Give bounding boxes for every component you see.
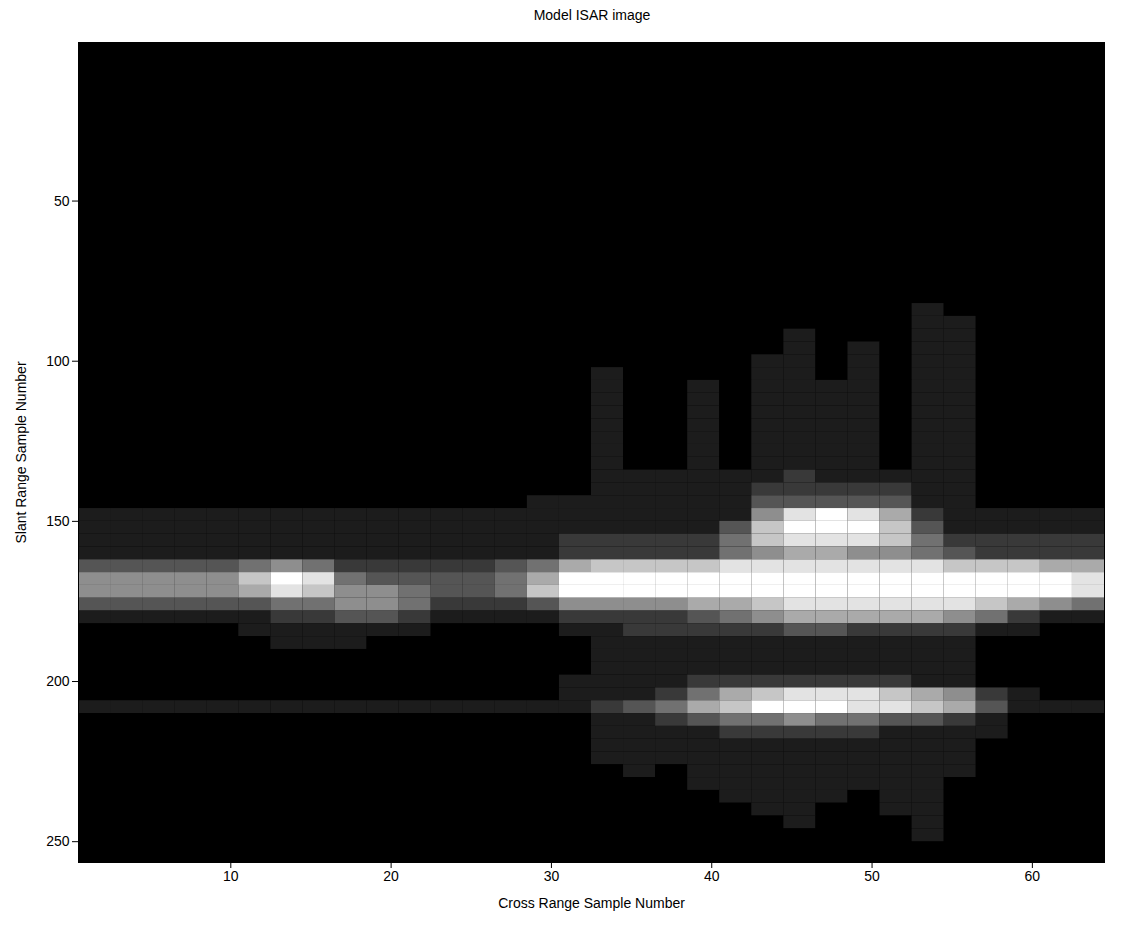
- svg-text:250: 250: [46, 833, 70, 849]
- svg-text:Slant Range Sample Number: Slant Range Sample Number: [13, 361, 29, 543]
- svg-text:50: 50: [54, 193, 70, 209]
- svg-text:40: 40: [704, 868, 720, 884]
- html-text:Model ISAR image: Model ISAR image: [533, 7, 651, 23]
- svg-text:20: 20: [383, 868, 399, 884]
- svg-text:200: 200: [46, 673, 70, 689]
- svg-text:50: 50: [864, 868, 880, 884]
- svg-text:60: 60: [1025, 868, 1041, 884]
- svg-text:Cross Range Sample Number: Cross Range Sample Number: [498, 895, 685, 911]
- svg-text:100: 100: [46, 353, 70, 369]
- svg-text:30: 30: [544, 868, 560, 884]
- svg-text:150: 150: [46, 513, 70, 529]
- svg-text:10: 10: [223, 868, 239, 884]
